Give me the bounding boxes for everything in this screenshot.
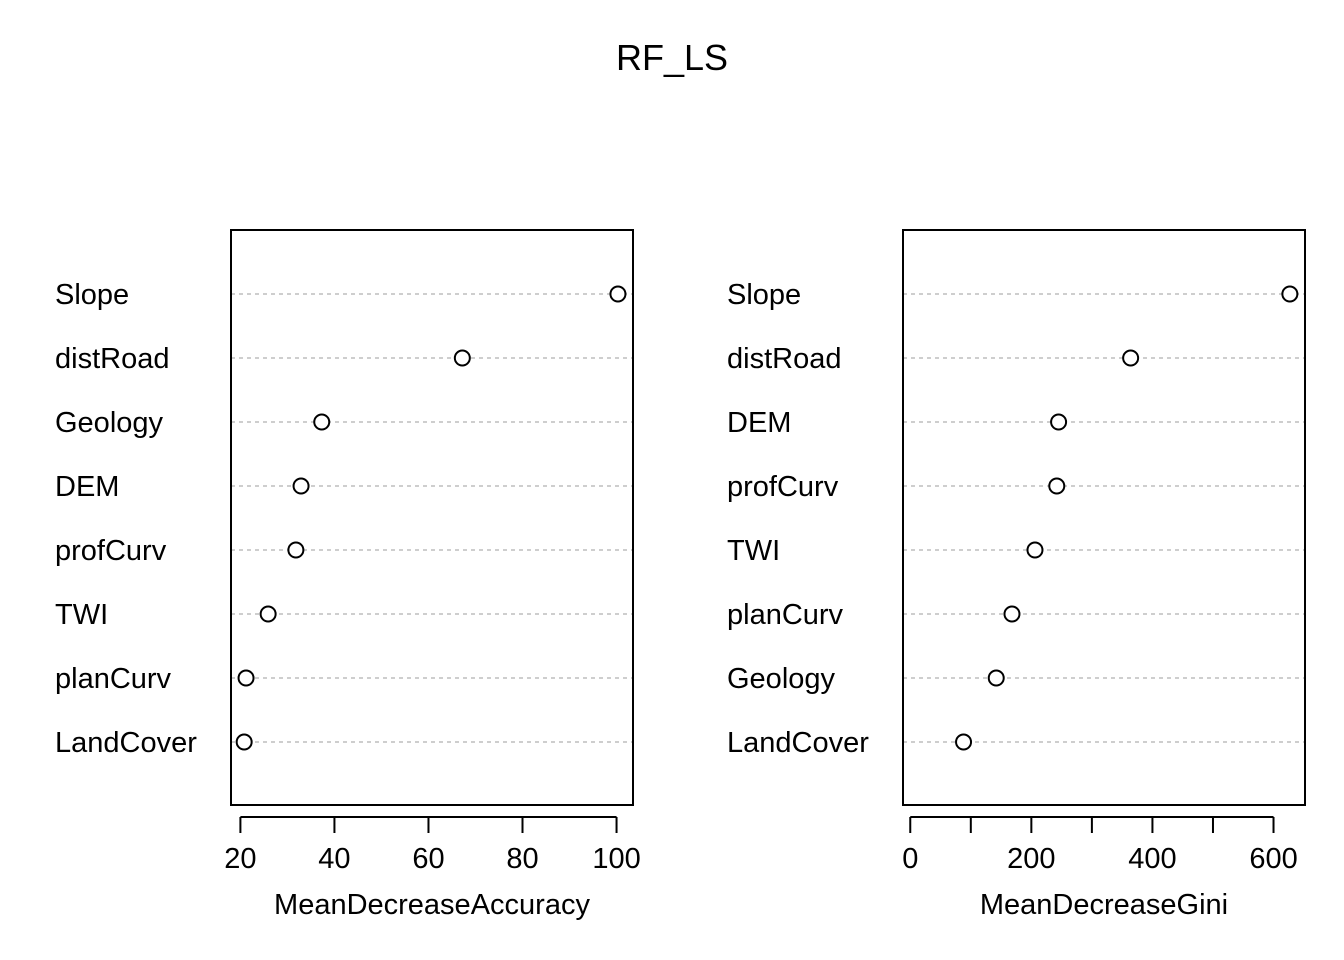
accuracy-category-label: Slope	[55, 279, 129, 311]
accuracy-category-label: TWI	[55, 599, 108, 631]
gini-category-label: distRoad	[727, 343, 841, 375]
accuracy-point-twi	[259, 605, 277, 623]
accuracy-point-geology	[313, 413, 331, 431]
gini-point-profcurv	[1048, 477, 1066, 495]
accuracy-x-tick-label: 20	[224, 843, 256, 875]
accuracy-x-axis-label: MeanDecreaseAccuracy	[274, 889, 590, 921]
accuracy-point-profcurv	[287, 541, 305, 559]
gini-x-tick-label: 400	[1128, 843, 1176, 875]
gini-point-geology	[987, 669, 1005, 687]
chart-title: RF_LS	[616, 37, 728, 78]
accuracy-panel: Slope distRoad Geology DEM profCurv TWI planCu…	[55, 229, 641, 921]
gini-point-plancurv	[1003, 605, 1021, 623]
accuracy-point-landcover	[235, 733, 253, 751]
accuracy-point-dem	[292, 477, 310, 495]
gini-panel: Slope distRoad DEM profCurv TWI planCurv Geolo…	[727, 229, 1306, 921]
gini-point-landcover	[955, 733, 973, 751]
gini-x-tick-label: 200	[1007, 843, 1055, 875]
gini-category-label: Geology	[727, 663, 836, 695]
accuracy-point-slope	[609, 285, 627, 303]
gini-x-tick-label: 600	[1249, 843, 1297, 875]
gini-point-dem	[1050, 413, 1068, 431]
gini-category-label: profCurv	[727, 471, 839, 503]
gini-plot-frame	[902, 229, 1306, 806]
accuracy-x-tick-label: 100	[592, 843, 640, 875]
gini-category-label: DEM	[727, 407, 791, 439]
gini-category-label: Slope	[727, 279, 801, 311]
accuracy-x-tick-label: 80	[506, 843, 538, 875]
accuracy-category-label: distRoad	[55, 343, 169, 375]
gini-x-tick-label: 0	[902, 843, 918, 875]
accuracy-x-tick-label: 60	[412, 843, 444, 875]
accuracy-plot-frame	[230, 229, 634, 806]
accuracy-category-label: DEM	[55, 471, 119, 503]
accuracy-category-label: profCurv	[55, 535, 167, 567]
accuracy-category-label: Geology	[55, 407, 164, 439]
gini-category-label: LandCover	[727, 727, 869, 759]
accuracy-point-plancurv	[237, 669, 255, 687]
accuracy-x-tick-label: 40	[318, 843, 350, 875]
gini-category-label: TWI	[727, 535, 780, 567]
accuracy-point-distroad	[453, 349, 471, 367]
accuracy-category-label: planCurv	[55, 663, 172, 695]
gini-category-label: planCurv	[727, 599, 844, 631]
gini-point-twi	[1026, 541, 1044, 559]
accuracy-category-label: LandCover	[55, 727, 197, 759]
gini-x-axis-label: MeanDecreaseGini	[980, 889, 1228, 921]
gini-point-distroad	[1122, 349, 1140, 367]
gini-point-slope	[1281, 285, 1299, 303]
